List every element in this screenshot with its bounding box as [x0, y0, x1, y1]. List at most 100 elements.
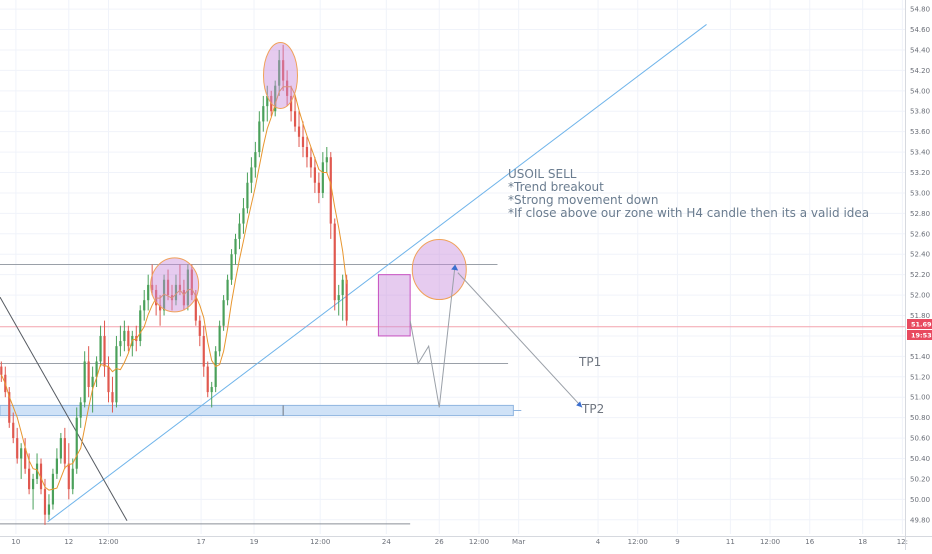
candle-body — [174, 284, 178, 301]
candle-body — [222, 300, 225, 326]
candle-body — [87, 361, 90, 388]
candle-body — [139, 310, 142, 342]
x-tick-label: 11 — [726, 538, 735, 546]
candle-body — [242, 208, 245, 224]
candle-body — [234, 238, 237, 255]
x-tick-label: 12 — [64, 538, 73, 546]
y-tick-label: 52.20 — [910, 271, 930, 279]
candle-body — [266, 95, 269, 107]
note-line-1: USOIL SELL — [508, 167, 577, 181]
x-tick-label: 10 — [11, 538, 20, 546]
candle-body — [250, 167, 253, 183]
candle-body — [182, 289, 186, 306]
x-tick-label: 18 — [858, 538, 867, 546]
candle-body — [321, 162, 324, 193]
note-line-2: *Trend breakout — [508, 180, 604, 194]
candle-body — [202, 335, 205, 367]
candle-body — [111, 392, 114, 403]
candle-body — [24, 448, 27, 469]
candle-body — [301, 136, 305, 147]
candle-body — [119, 341, 122, 347]
downtrend-line — [0, 296, 128, 522]
candle-body — [8, 392, 11, 423]
x-tick-label: 9 — [675, 538, 679, 546]
x-tick-label: 12:00 — [469, 538, 489, 546]
retest-ellipse — [411, 239, 467, 301]
y-tick-label: 54.40 — [910, 46, 930, 54]
candle-body — [293, 111, 297, 127]
candle-body — [309, 157, 313, 168]
x-tick-label: 12:00 — [98, 538, 118, 546]
candle-body — [0, 366, 3, 375]
candle-body — [246, 182, 249, 209]
y-tick-label: 53.20 — [910, 169, 930, 177]
candle-body — [95, 361, 98, 377]
candle-body — [317, 182, 320, 193]
note-line-3: *Strong movement down — [508, 193, 658, 207]
candle-body — [35, 463, 39, 479]
y-tick-label: 52.80 — [910, 210, 930, 218]
candle-body — [155, 289, 158, 306]
time-axis[interactable]: 10 12 12:00 17 19 12:00 24 26 12:00 Mar 4 12:00 9 11 1… — [0, 536, 932, 547]
y-tick-label: 53.40 — [910, 149, 930, 157]
candle-body — [99, 335, 102, 362]
candle-body — [79, 402, 82, 418]
drawings-back — [0, 24, 905, 525]
candle-body — [67, 463, 70, 490]
y-tick-label: 50.80 — [910, 414, 930, 422]
countdown-value: 19:53 — [911, 332, 932, 340]
x-tick-label: 24 — [382, 538, 391, 546]
candle-body — [59, 438, 62, 459]
candle-body — [333, 223, 336, 301]
candle-body — [210, 387, 213, 393]
y-tick-label: 51.80 — [910, 312, 930, 320]
price-axis[interactable]: 54.80 54.60 54.40 54.20 54.00 53.80 53.60 53.40… — [905, 0, 931, 550]
y-tick-label: 54.20 — [910, 67, 930, 75]
left-ellipse — [150, 257, 200, 313]
candle-body — [75, 417, 78, 469]
candle-body — [16, 438, 19, 459]
y-tick-label: 50.20 — [910, 475, 930, 483]
y-tick-label: 51.20 — [910, 373, 930, 381]
y-tick-label: 52.00 — [910, 292, 930, 300]
x-tick-label: 12:00 — [760, 538, 780, 546]
x-tick-label: 26 — [435, 538, 444, 546]
candle-body — [147, 284, 150, 301]
arrow-down-head — [576, 401, 583, 408]
moving-average-line — [0, 86, 348, 491]
candle-body — [55, 458, 58, 474]
candle-body — [151, 284, 154, 290]
candle-body — [238, 223, 241, 239]
y-tick-label: 52.40 — [910, 251, 930, 259]
candle-body — [71, 468, 74, 490]
current-price-value: 51.69 — [911, 321, 932, 329]
x-tick-label: 19 — [250, 538, 259, 546]
zone-rect — [377, 274, 411, 337]
candle-body — [218, 325, 221, 352]
candle-body — [20, 448, 23, 459]
candle-body — [178, 284, 182, 290]
x-tick-label: 4 — [596, 538, 601, 546]
y-tick-label: 53.60 — [910, 128, 930, 136]
candle-body — [214, 351, 217, 388]
tp2-label: TP2 — [581, 402, 604, 416]
candle-body — [186, 269, 189, 306]
x-tick-label: 12:00 — [310, 538, 330, 546]
candle-body — [166, 279, 170, 296]
y-tick-label: 53.80 — [910, 108, 930, 116]
candle-body — [198, 320, 201, 336]
y-tick-label: 50.00 — [910, 496, 930, 504]
candle-body — [337, 295, 340, 301]
candle-body — [47, 504, 51, 515]
candle-body — [143, 300, 146, 311]
candle-body — [329, 157, 332, 224]
candle-body — [190, 269, 193, 296]
x-tick-label: 12:00 — [628, 538, 648, 546]
y-tick-label: 51.00 — [910, 394, 930, 402]
candle-body — [254, 152, 257, 168]
projection-drop — [457, 272, 583, 408]
candle-body — [297, 126, 301, 137]
candle-body — [305, 146, 309, 158]
candle-body — [162, 279, 166, 311]
